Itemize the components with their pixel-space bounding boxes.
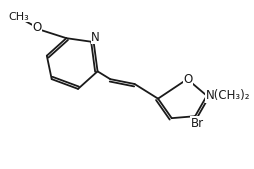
Text: N(CH₃)₂: N(CH₃)₂ — [206, 89, 250, 102]
Text: N: N — [91, 31, 100, 44]
Text: O: O — [184, 73, 193, 86]
Text: CH₃: CH₃ — [8, 12, 29, 22]
Text: O: O — [33, 21, 42, 34]
Text: Br: Br — [190, 117, 204, 129]
